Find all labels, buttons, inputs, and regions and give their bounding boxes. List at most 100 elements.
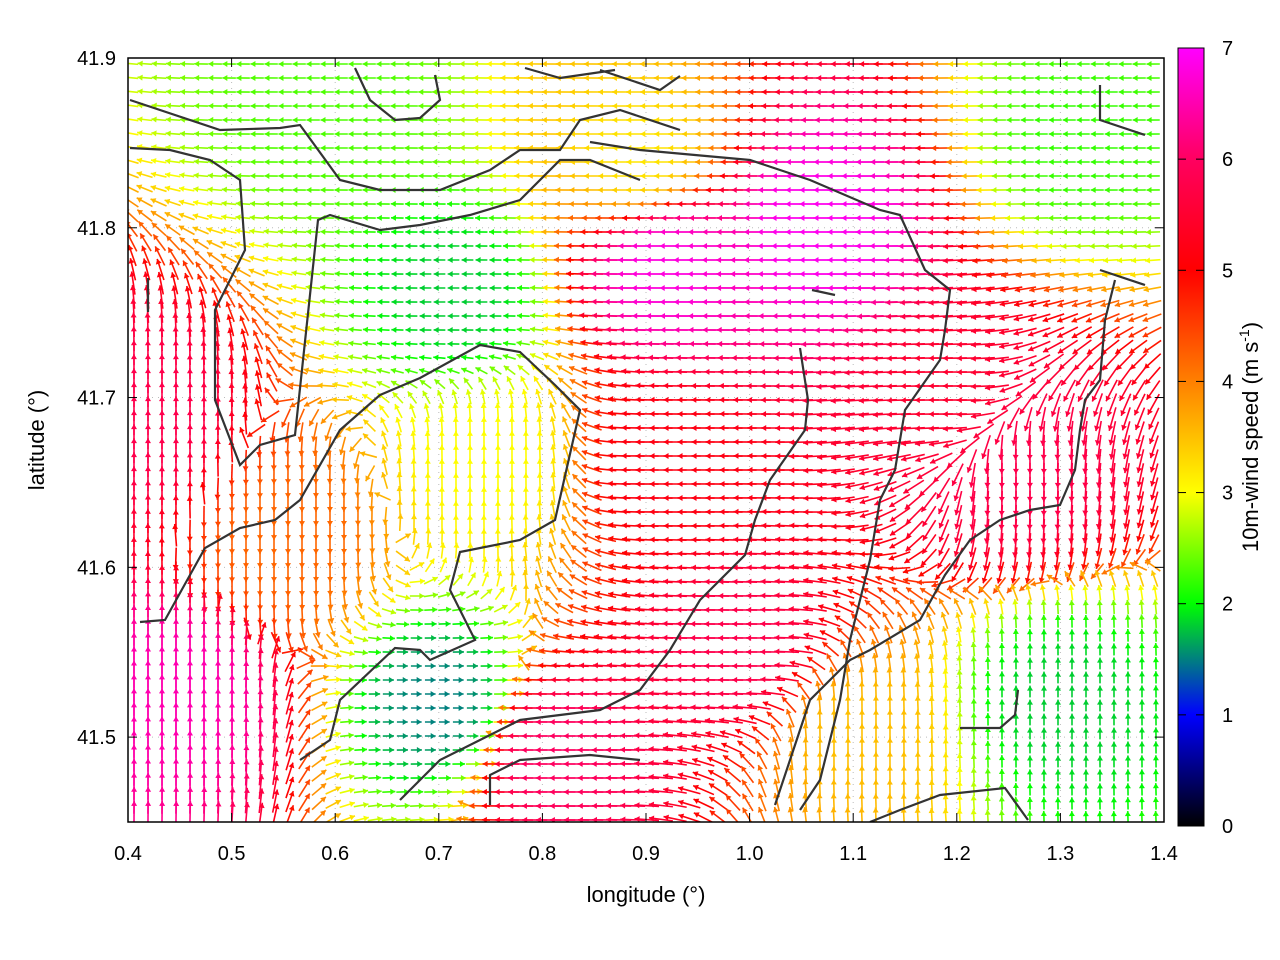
wind-arrow-head <box>250 88 256 95</box>
wind-arrow-head <box>733 508 739 515</box>
wind-arrow-head <box>1062 131 1068 138</box>
wind-arrow-head <box>677 396 683 403</box>
wind-arrow-head <box>536 444 543 450</box>
wind-arrow-head <box>194 116 200 123</box>
wind-arrow-head <box>985 314 991 321</box>
wind-arrow-head <box>516 284 523 291</box>
wind-arrow-head <box>377 298 383 305</box>
wind-arrow-head <box>829 89 835 96</box>
wind-arrow-head <box>604 256 610 263</box>
wind-arrow-head <box>813 229 819 236</box>
wind-arrow-head <box>503 284 509 291</box>
wind-arrow-head <box>489 366 496 372</box>
wind-arrow-head <box>1042 331 1049 338</box>
wind-arrow-head <box>290 338 297 344</box>
wind-arrow-head <box>1104 145 1110 152</box>
wind-arrow-head <box>348 172 354 179</box>
wind-arrow-head <box>556 365 563 371</box>
wind-arrow-head <box>1057 332 1064 338</box>
wind-arrow-head <box>278 214 284 221</box>
wind-arrow-head <box>913 257 919 264</box>
wind-arrow-head <box>1006 131 1012 138</box>
wind-arrow-head <box>438 486 445 492</box>
wind-arrow-head <box>396 472 403 478</box>
wind-arrow-head <box>502 214 508 221</box>
wind-arrow-head <box>198 286 205 293</box>
wind-arrow-head <box>186 452 193 458</box>
wind-arrow-head <box>654 130 660 137</box>
wind-arrow-head <box>899 299 905 306</box>
wind-arrow-head <box>992 145 998 152</box>
wind-arrow-head <box>1062 117 1068 124</box>
wind-arrow-head <box>645 270 651 277</box>
wind-arrow-head <box>607 381 614 388</box>
wind-arrow-head <box>334 144 340 151</box>
wind-arrow-head <box>222 88 228 95</box>
wind-arrow-head <box>222 60 228 67</box>
wind-arrow-head <box>985 286 992 293</box>
wind-arrow-head <box>144 452 151 458</box>
wind-arrow-head <box>1118 379 1124 386</box>
wind-arrow-head <box>974 215 980 222</box>
wind-arrow-head <box>320 144 326 151</box>
wind-arrow-head <box>962 159 968 166</box>
wind-arrow-head <box>664 200 670 207</box>
wind-arrow-head <box>990 215 996 222</box>
wind-arrow-head <box>787 117 793 124</box>
wind-arrow-head <box>1104 380 1110 386</box>
wind-arrow-head <box>774 102 780 109</box>
wind-arrow-head <box>918 61 924 68</box>
wind-arrow-head <box>186 312 193 319</box>
wind-arrow-head <box>962 103 969 110</box>
wind-arrow-head <box>362 130 368 137</box>
wind-arrow-head <box>158 340 165 346</box>
wind-arrow-head <box>618 256 624 263</box>
wind-arrow-head <box>433 242 439 249</box>
wind-arrow-head <box>158 298 165 305</box>
wind-arrow-head <box>172 340 179 346</box>
wind-arrow-head <box>733 466 739 473</box>
wind-arrow-head <box>461 354 467 361</box>
wind-arrow-head <box>691 522 697 529</box>
wind-arrow-head <box>390 158 396 165</box>
wind-arrow-head <box>977 103 983 110</box>
wind-arrow-head <box>929 187 935 194</box>
wind-arrow-head <box>844 412 851 419</box>
wind-arrow-head <box>194 102 200 109</box>
wind-arrow-head <box>581 214 587 221</box>
wind-arrow-head <box>411 514 418 520</box>
wind-arrow-head <box>569 88 575 95</box>
wind-arrow-head <box>1015 272 1022 279</box>
wind-arrow-head <box>612 102 618 109</box>
wind-arrow-head <box>544 365 551 371</box>
wind-arrow-head <box>659 312 666 319</box>
wind-arrow-head <box>758 285 764 292</box>
wind-arrow-head <box>581 380 588 386</box>
wind-arrow-head <box>565 270 572 277</box>
wind-arrow-head <box>194 130 200 137</box>
wind-arrow-head <box>607 508 614 515</box>
wind-arrow-head <box>172 466 179 472</box>
wind-arrow-head <box>1146 117 1152 124</box>
wind-arrow-head <box>541 256 547 263</box>
wind-arrow-head <box>1115 348 1122 354</box>
wind-arrow-head <box>264 387 271 394</box>
wind-arrow-head <box>730 256 736 263</box>
wind-arrow-head <box>869 187 875 194</box>
wind-arrow-head <box>391 270 397 277</box>
wind-arrow-head <box>137 209 144 216</box>
wind-arrow-head <box>608 521 614 528</box>
wind-arrow-head <box>150 171 157 178</box>
wind-arrow-head <box>691 424 697 431</box>
wind-arrow-head <box>473 158 479 165</box>
wind-arrow-head <box>278 186 284 193</box>
wind-arrow-head <box>843 327 849 334</box>
wind-arrow-head <box>785 257 791 264</box>
wind-arrow-head <box>771 229 777 236</box>
wind-arrow-head <box>536 514 543 520</box>
wind-arrow-head <box>348 312 354 319</box>
wind-arrow-head <box>292 158 298 165</box>
wind-arrow-head <box>772 159 778 166</box>
wind-arrow-head <box>830 412 836 419</box>
wind-arrow-head <box>668 130 674 137</box>
